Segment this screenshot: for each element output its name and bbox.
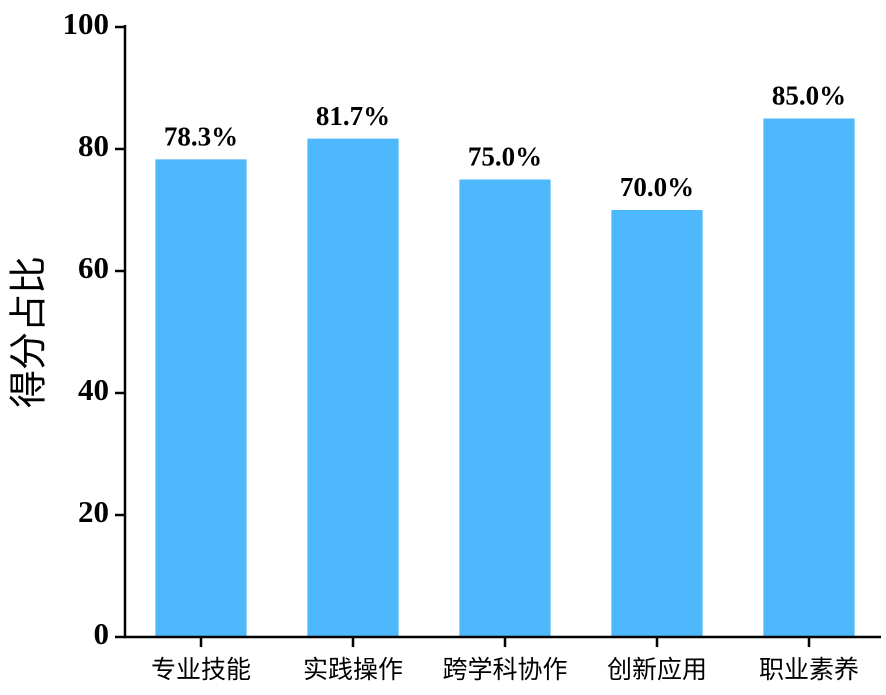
bar (611, 210, 703, 637)
bar (459, 179, 551, 637)
bar (155, 159, 247, 637)
bar (763, 118, 855, 637)
x-tick-label: 专业技能 (151, 655, 251, 684)
value-label: 78.3% (164, 122, 238, 152)
value-label: 81.7% (316, 101, 390, 131)
x-tick-label: 职业素养 (759, 655, 859, 684)
x-tick-label: 创新应用 (607, 655, 707, 684)
y-tick-label: 0 (94, 616, 110, 651)
y-tick-label: 80 (78, 128, 109, 163)
value-label: 70.0% (620, 172, 694, 202)
value-label: 85.0% (772, 81, 846, 111)
value-label: 75.0% (468, 142, 542, 172)
y-tick-label: 40 (78, 372, 109, 407)
y-axis-label: 得分占比 (7, 256, 51, 408)
x-tick-label: 跨学科协作 (442, 655, 567, 684)
y-tick-label: 100 (63, 6, 110, 41)
y-tick-label: 20 (78, 494, 109, 529)
x-tick-label: 实践操作 (303, 655, 403, 684)
y-tick-label: 60 (78, 250, 109, 285)
bar (307, 138, 399, 637)
